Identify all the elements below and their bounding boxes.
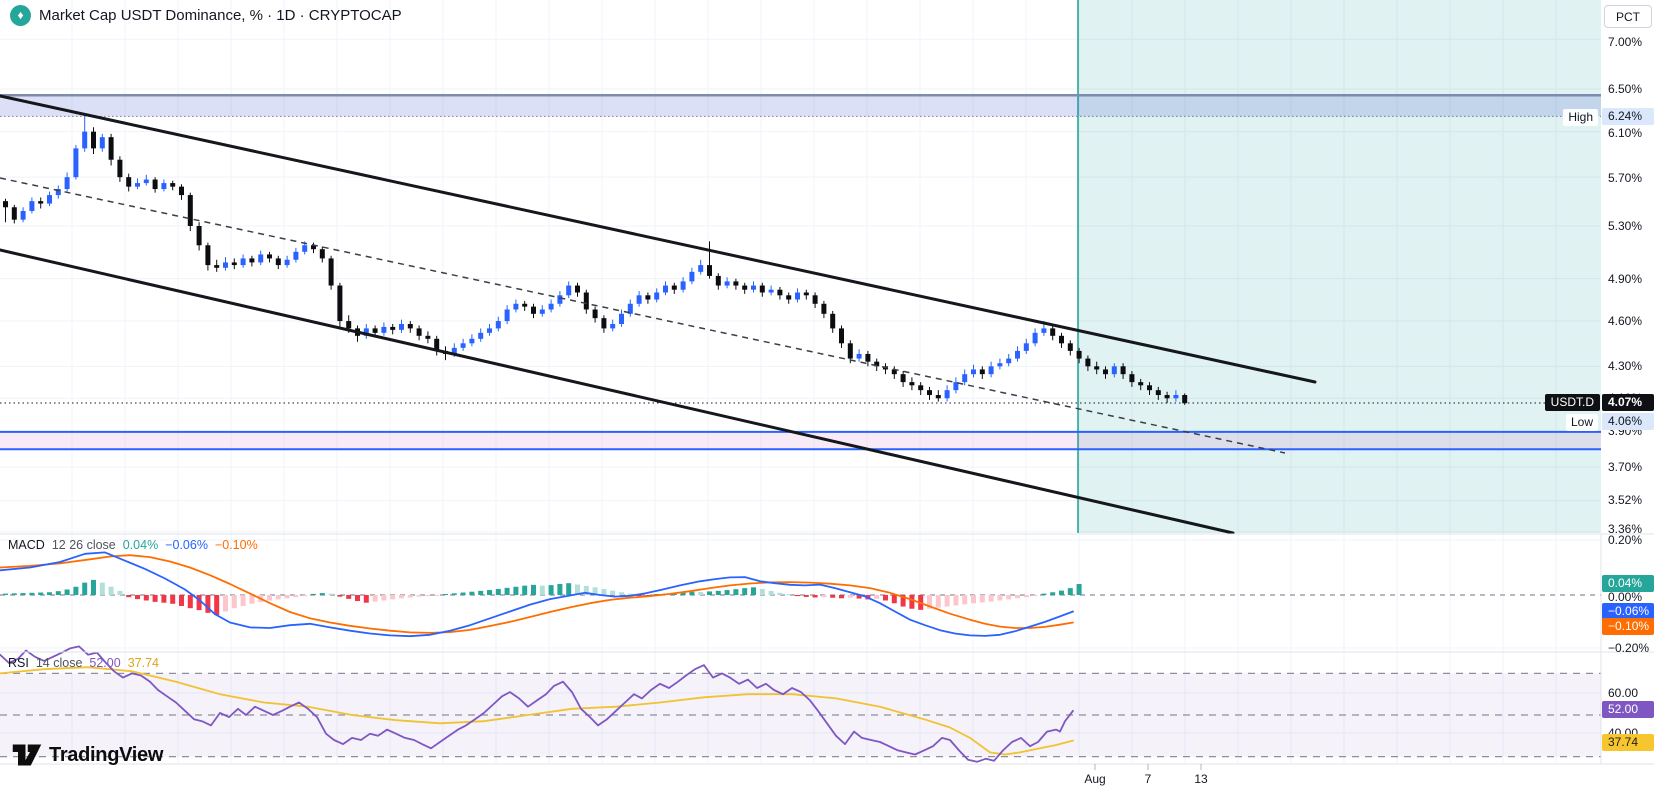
macd-params: 12 26 close xyxy=(51,538,116,552)
current-symbol-chip: USDT.D xyxy=(1544,394,1600,411)
tether-icon: ♦ xyxy=(10,5,31,26)
price-tick: 6.50% xyxy=(1608,82,1643,96)
macd-tick: −0.20% xyxy=(1608,641,1650,655)
symbol-title[interactable]: Market Cap USDT Dominance, % · 1D · CRYP… xyxy=(39,7,402,24)
rsi-tick: 60.00 xyxy=(1608,686,1639,700)
rsi-pane-header[interactable]: RSI 14 close 52.00 37.74 xyxy=(8,656,166,670)
price-tick: 7.00% xyxy=(1608,35,1643,49)
watermark-text: TradingView xyxy=(49,743,164,766)
indicator-value-chip: 37.74 xyxy=(1602,734,1654,751)
indicator-value: 52.00 xyxy=(89,656,121,670)
macd-title: MACD xyxy=(8,538,45,552)
price-tick: 5.70% xyxy=(1608,171,1643,185)
high-marker-label: High xyxy=(1563,109,1598,126)
tradingview-logo-icon xyxy=(12,744,42,766)
price-tick: 4.60% xyxy=(1608,314,1643,328)
time-tick: 13 xyxy=(1194,772,1208,786)
rsi-params: 14 close xyxy=(35,656,83,670)
rsi-title: RSI xyxy=(8,656,29,670)
indicator-value-chip: −0.06% xyxy=(1602,603,1654,620)
current-price-chip[interactable]: 4.07% xyxy=(1602,394,1654,411)
price-tick: 3.70% xyxy=(1608,460,1643,474)
tradingview-watermark[interactable]: TradingView xyxy=(12,742,163,768)
price-tick: 4.90% xyxy=(1608,272,1643,286)
price-tick: 6.10% xyxy=(1608,126,1643,140)
rsi-values: 52.00 37.74 xyxy=(89,656,166,670)
high-marker-chip: 6.24% xyxy=(1602,108,1654,125)
symbol-header[interactable]: ♦ Market Cap USDT Dominance, % · 1D · CR… xyxy=(10,5,402,26)
indicator-value-chip: 52.00 xyxy=(1602,701,1654,718)
low-marker-label: Low xyxy=(1565,414,1598,431)
macd-values: 0.04% −0.06% −0.10% xyxy=(123,538,265,552)
price-tick: 4.30% xyxy=(1608,359,1643,373)
indicator-value: 37.74 xyxy=(127,656,159,670)
indicator-value-chip: 0.04% xyxy=(1602,575,1654,592)
indicator-value: 0.04% xyxy=(122,538,159,552)
price-tick: 3.52% xyxy=(1608,493,1643,507)
indicator-value: −0.10% xyxy=(214,538,258,552)
macd-tick: 0.20% xyxy=(1608,533,1643,547)
macd-pane-header[interactable]: MACD 12 26 close 0.04% −0.06% −0.10% xyxy=(8,538,265,552)
price-tick: 3.36% xyxy=(1608,522,1643,536)
low-marker-chip: 4.06% xyxy=(1602,413,1654,430)
indicator-value: −0.06% xyxy=(165,538,208,552)
macd-tick: 0.00% xyxy=(1608,590,1643,604)
indicator-value-chip: −0.10% xyxy=(1602,618,1654,635)
price-tick: 5.30% xyxy=(1608,219,1643,233)
time-tick: 7 xyxy=(1144,772,1152,786)
time-tick: Aug xyxy=(1084,772,1106,786)
price-scale-unit-button[interactable]: PCT xyxy=(1604,5,1652,28)
